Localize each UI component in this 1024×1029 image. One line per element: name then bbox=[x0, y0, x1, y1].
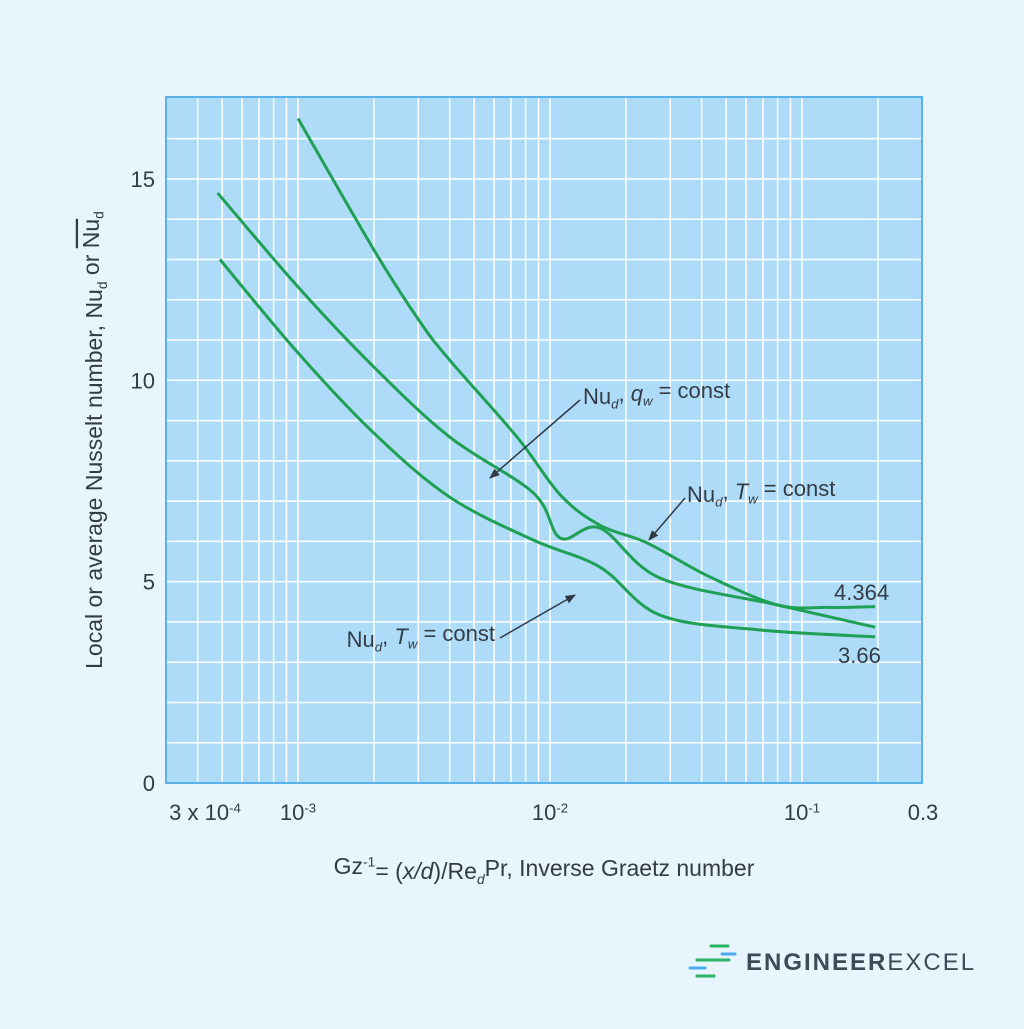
y-tick-label: 0 bbox=[143, 771, 155, 796]
annotation-arrow bbox=[648, 497, 686, 541]
annotation-part: , bbox=[382, 624, 394, 649]
x-label-part: x/d bbox=[402, 858, 435, 884]
series-curve-1 bbox=[216, 192, 876, 629]
logo-text-light: EXCEL bbox=[887, 949, 976, 976]
annotation-arrow bbox=[499, 594, 576, 639]
annotation-part: d bbox=[375, 640, 383, 655]
y-label-part: or bbox=[78, 248, 104, 281]
annotation-part: Nu bbox=[583, 384, 611, 409]
annotation-part: w bbox=[643, 394, 654, 409]
logo: ENGINEEREXCEL bbox=[688, 944, 976, 978]
x-tick-label: 10-3 bbox=[280, 800, 316, 825]
y-label-part: Local or average Nusselt number, Nu bbox=[81, 289, 107, 669]
y-label-part: d bbox=[95, 281, 110, 289]
x-tick-part: -2 bbox=[556, 801, 568, 816]
x-axis-label: Gz-1= (x/d)/RedPr, Inverse Graetz number bbox=[334, 853, 755, 887]
x-tick-part: 3 x 10 bbox=[169, 800, 229, 825]
x-label-part: Pr, Inverse Graetz number bbox=[485, 855, 755, 881]
annotation-part: d bbox=[611, 397, 619, 412]
asymptote-value-label: 3.66 bbox=[838, 643, 881, 668]
annotation-part: , bbox=[722, 479, 734, 504]
x-label-part: )/Re bbox=[433, 858, 476, 884]
annotation-part: Nu bbox=[347, 627, 375, 652]
asymptote-value-label: 4.364 bbox=[834, 580, 889, 605]
y-label-part: Nu bbox=[78, 219, 104, 248]
y-tick-label: 5 bbox=[143, 570, 155, 595]
x-tick-part: -1 bbox=[808, 801, 820, 816]
x-label-part: -1 bbox=[363, 854, 375, 869]
logo-mark-icon bbox=[688, 944, 737, 978]
x-tick-label: 10-2 bbox=[532, 800, 568, 825]
curves bbox=[216, 117, 876, 639]
annotation-part: = const bbox=[417, 621, 495, 646]
logo-text-bold: ENGINEER bbox=[746, 949, 887, 976]
y-tick-label: 10 bbox=[131, 368, 155, 393]
annotation-part: w bbox=[408, 637, 419, 652]
plot-area bbox=[166, 97, 922, 783]
x-tick-part: 10 bbox=[280, 800, 304, 825]
x-label-part: d bbox=[477, 872, 486, 887]
annotation-part: T bbox=[394, 624, 409, 649]
annotation-label: Nud, Tw = const bbox=[687, 476, 835, 510]
annotation-part: w bbox=[748, 492, 759, 507]
x-tick-label: 10-1 bbox=[784, 800, 820, 825]
x-tick-part: 10 bbox=[532, 800, 556, 825]
x-tick-part: 10 bbox=[784, 800, 808, 825]
annotation-arrow bbox=[489, 399, 581, 479]
x-label-part: = ( bbox=[375, 858, 403, 884]
x-tick-part: -3 bbox=[304, 801, 316, 816]
x-tick-part: -4 bbox=[229, 801, 241, 816]
logo-text: ENGINEEREXCEL bbox=[746, 949, 976, 976]
annotation-part: = const bbox=[652, 378, 730, 403]
annotation-part: , bbox=[618, 381, 630, 406]
annotation-part: d bbox=[715, 495, 723, 510]
x-label-part: Gz bbox=[334, 853, 363, 879]
annotation-part: = const bbox=[758, 476, 836, 501]
annotation-part: Nu bbox=[687, 482, 715, 507]
y-label-part: d bbox=[92, 211, 107, 219]
annotation-part: q bbox=[631, 381, 644, 406]
series-curve-2 bbox=[218, 258, 876, 639]
x-tick-label: 3 x 10-4 bbox=[169, 800, 241, 825]
annotation-part: T bbox=[735, 479, 750, 504]
gridlines bbox=[165, 97, 922, 783]
x-tick-label: 0.3 bbox=[908, 800, 939, 825]
x-tick-part: 0.3 bbox=[908, 800, 939, 825]
y-axis-label: Local or average Nusselt number, Nud or … bbox=[78, 211, 110, 669]
annotation-label: Nud, qw = const bbox=[583, 378, 730, 412]
y-tick-label: 15 bbox=[131, 167, 155, 192]
plot-border bbox=[165, 96, 923, 784]
annotation-label: Nud, Tw = const bbox=[347, 621, 495, 655]
